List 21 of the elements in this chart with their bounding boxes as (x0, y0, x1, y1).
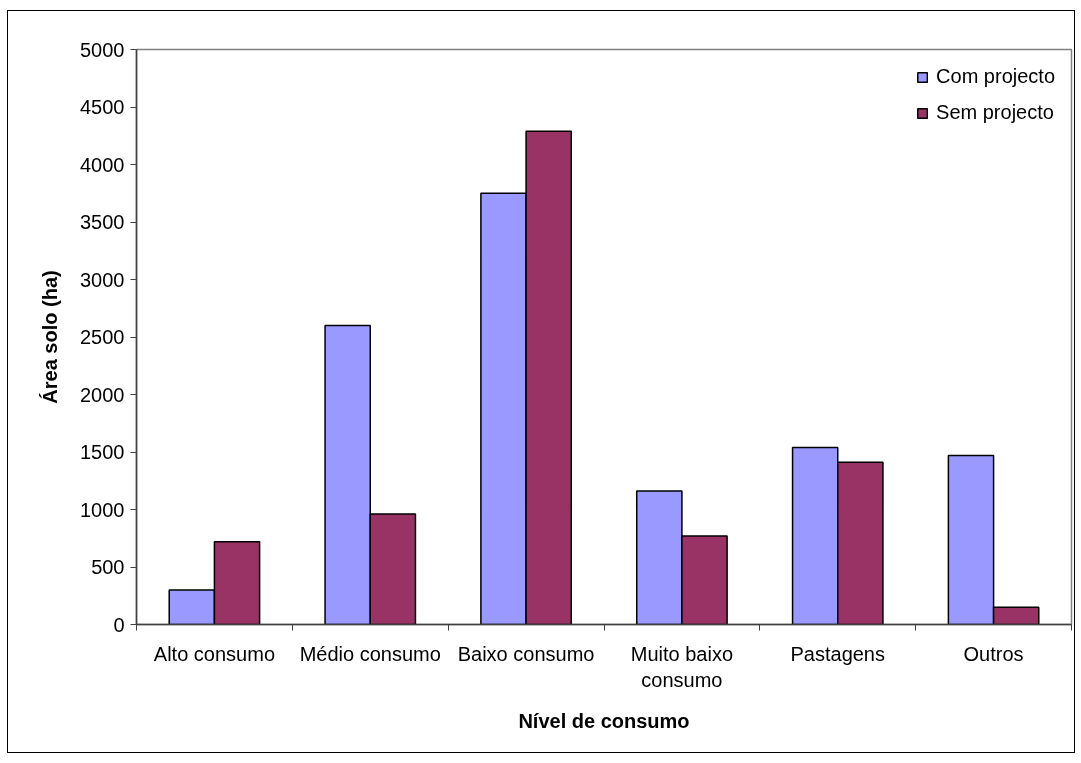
legend-label: Sem projecto (936, 101, 1054, 124)
y-tick-label: 3500 (80, 211, 125, 233)
y-tick-label: 1000 (80, 498, 125, 521)
y-tick-label: 4000 (80, 153, 125, 176)
x-tick-label: Pastagens (790, 642, 886, 665)
y-tick-label: 3000 (80, 268, 125, 291)
x-tick-label: Muito baixo consumo (630, 642, 734, 691)
x-axis-title: Nível de consumo (518, 709, 690, 732)
y-tick-label: 2000 (80, 383, 125, 406)
y-tick-label: 1500 (80, 441, 125, 463)
x-tick-label: Outros (963, 642, 1024, 665)
y-tick-label: 5000 (80, 38, 125, 61)
y-tick-label: 0 (113, 613, 125, 636)
x-tick-label: Baixo consumo (457, 642, 595, 665)
y-tick-label: 4500 (80, 96, 125, 118)
y-tick-label: 2500 (80, 326, 125, 348)
y-axis-title: Área solo (ha) (39, 270, 62, 404)
x-tick-label: Médio consumo (299, 642, 441, 665)
legend-label: Com projecto (936, 65, 1055, 88)
x-tick-label: Alto consumo (153, 642, 275, 665)
y-tick-label: 500 (91, 556, 125, 578)
